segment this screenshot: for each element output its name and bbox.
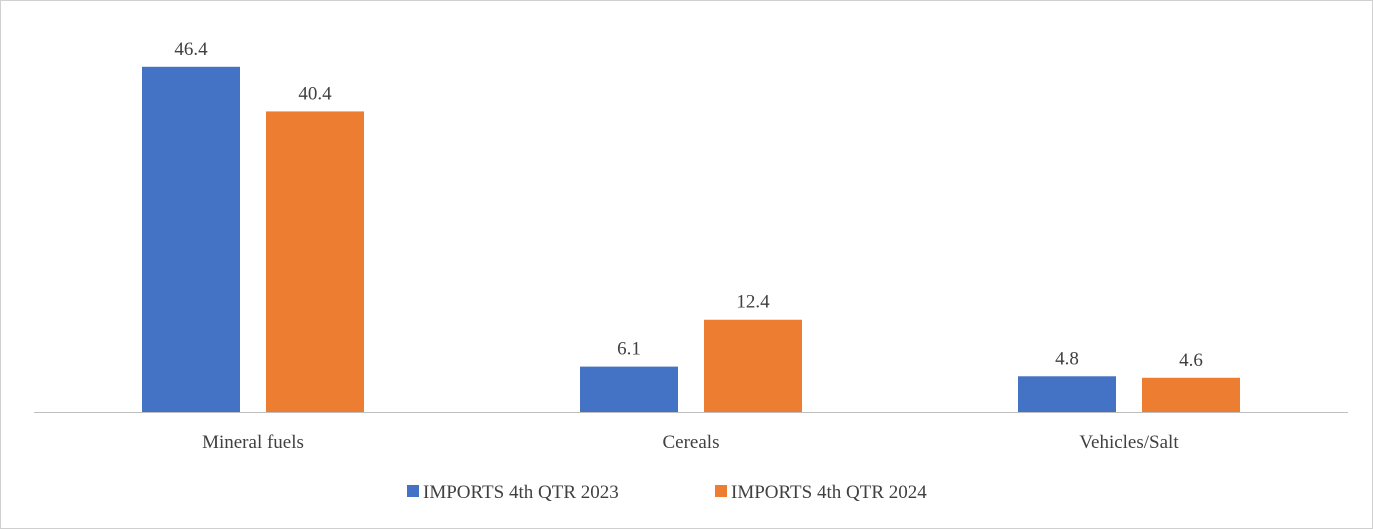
category-label-cereals: Cereals xyxy=(663,432,720,453)
legend-swatch-series-2 xyxy=(715,485,727,497)
bar-mineral-fuels-series-1 xyxy=(142,66,240,412)
data-labels-layer: 46.4 40.4 6.1 12.4 4.8 4.6 xyxy=(174,39,1203,371)
bar-cereals-series-2 xyxy=(704,319,802,412)
category-labels-layer: Mineral fuels Cereals Vehicles/Salt xyxy=(202,432,1179,453)
category-label-mineral-fuels: Mineral fuels xyxy=(202,432,304,453)
legend-label-series-2: IMPORTS 4th QTR 2024 xyxy=(731,482,927,503)
legend-label-series-1: IMPORTS 4th QTR 2023 xyxy=(423,482,619,503)
category-label-vehicles-salt: Vehicles/Salt xyxy=(1079,432,1179,453)
data-label-cereals-series-1: 6.1 xyxy=(617,339,641,360)
data-label-mineral-fuels-series-2: 40.4 xyxy=(298,83,332,104)
data-label-vehicles-salt-series-1: 4.8 xyxy=(1055,348,1079,369)
legend-swatch-series-1 xyxy=(407,485,419,497)
data-label-mineral-fuels-series-1: 46.4 xyxy=(174,39,208,60)
legend: IMPORTS 4th QTR 2023 IMPORTS 4th QTR 2024 xyxy=(407,482,927,503)
bar-vehicles-salt-series-2 xyxy=(1142,377,1240,412)
data-label-vehicles-salt-series-2: 4.6 xyxy=(1179,350,1203,371)
bar-vehicles-salt-series-1 xyxy=(1018,376,1116,412)
data-label-cereals-series-2: 12.4 xyxy=(736,292,770,313)
bar-mineral-fuels-series-2 xyxy=(266,111,364,412)
bar-cereals-series-1 xyxy=(580,366,678,412)
bars-layer xyxy=(142,66,1240,412)
